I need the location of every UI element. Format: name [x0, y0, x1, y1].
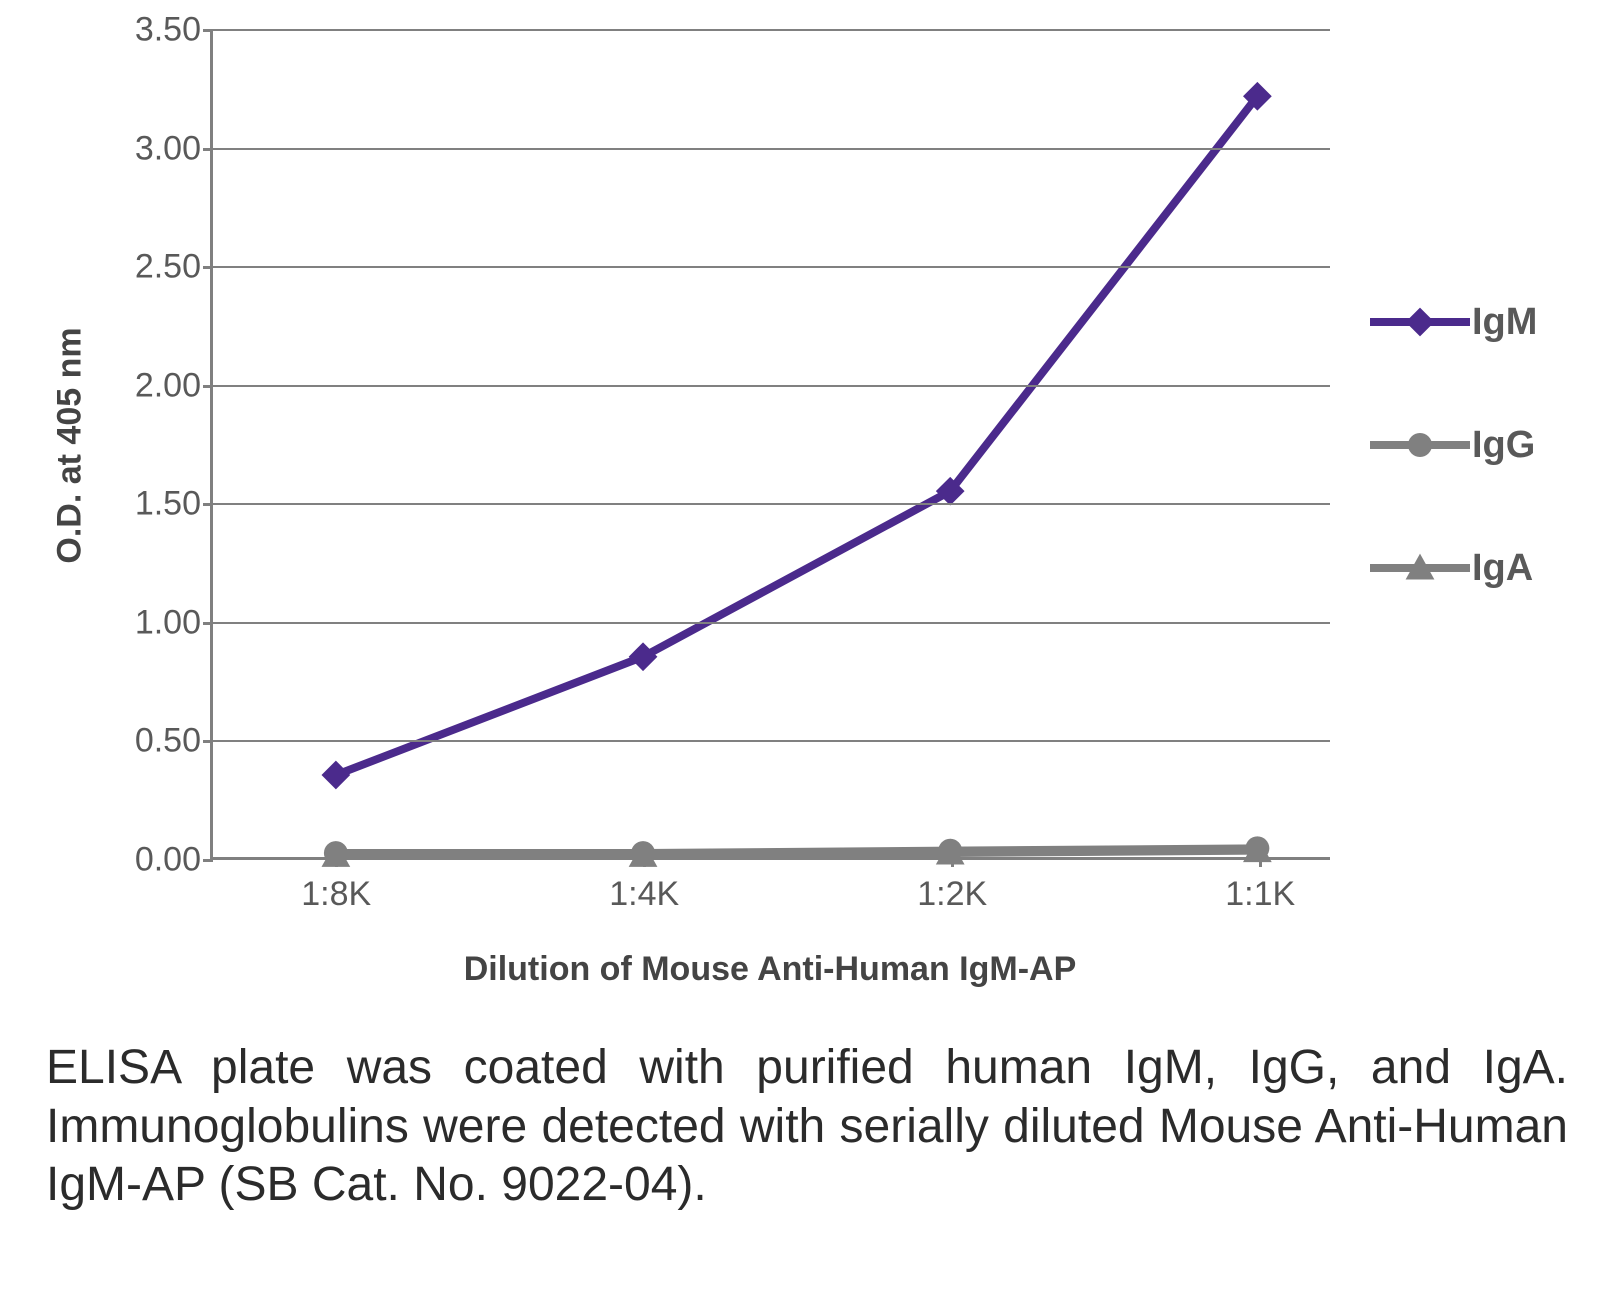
- ytick-label: 3.50: [135, 11, 201, 50]
- caption-text: ELISA plate was coated with purified hum…: [40, 1039, 1574, 1215]
- legend-label-IgM: IgM: [1472, 301, 1537, 344]
- page-root: O.D. at 405 nm 0.000.501.001.502.002.503…: [0, 0, 1614, 1306]
- plot-column: 0.000.501.001.502.002.503.003.50 1:8K1:4…: [210, 30, 1330, 989]
- marker-IgM: [322, 761, 351, 790]
- series-line-IgM: [336, 96, 1258, 775]
- xtick-labels: 1:8K 1:4K 1:2K 1:1K: [213, 857, 1330, 917]
- legend-item-IgA: IgA: [1370, 547, 1537, 590]
- legend-item-IgM: IgM: [1370, 301, 1537, 344]
- legend-label-IgG: IgG: [1472, 424, 1535, 467]
- legend-item-IgG: IgG: [1370, 424, 1537, 467]
- ytick-label: 0.50: [135, 722, 201, 761]
- gridline: [213, 740, 1330, 742]
- legend-swatch-IgG: [1370, 425, 1470, 465]
- gridline: [213, 148, 1330, 150]
- legend: IgM IgG IgA: [1370, 30, 1537, 860]
- xtick-mark: [1259, 857, 1262, 867]
- gridline: [213, 385, 1330, 387]
- ytick-mark: [203, 385, 213, 388]
- ytick-label: 3.00: [135, 129, 201, 168]
- gridline: [213, 622, 1330, 624]
- plot-area: 0.000.501.001.502.002.503.003.50 1:8K1:4…: [210, 30, 1330, 860]
- ytick-mark: [203, 859, 213, 862]
- chart-svg: [213, 30, 1330, 858]
- ytick-mark: [203, 148, 213, 151]
- ytick-mark: [203, 266, 213, 269]
- ytick-label: 2.00: [135, 366, 201, 405]
- yaxis-label-container: O.D. at 405 nm: [40, 30, 100, 860]
- chart-container: O.D. at 405 nm 0.000.501.001.502.002.503…: [40, 30, 1574, 989]
- xaxis-label: Dilution of Mouse Anti-Human IgM-AP: [210, 950, 1330, 989]
- gridline: [213, 503, 1330, 505]
- ytick-mark: [203, 622, 213, 625]
- ytick-mark: [203, 29, 213, 32]
- legend-swatch-IgA: [1370, 548, 1470, 588]
- gridline: [213, 29, 1330, 31]
- ytick-labels: 0.000.501.001.502.002.503.003.50: [103, 30, 213, 857]
- xtick-mark: [643, 857, 646, 867]
- legend-label-IgA: IgA: [1472, 547, 1533, 590]
- xtick-label: 1:8K: [301, 875, 371, 914]
- xtick-label: 1:2K: [917, 875, 987, 914]
- xtick-label: 1:4K: [609, 875, 679, 914]
- xtick-mark: [335, 857, 338, 867]
- marker-IgM: [629, 642, 658, 671]
- ytick-mark: [203, 740, 213, 743]
- yaxis-label: O.D. at 405 nm: [51, 327, 90, 563]
- xtick-mark: [951, 857, 954, 867]
- legend-swatch-IgM: [1370, 302, 1470, 342]
- ytick-label: 2.50: [135, 248, 201, 287]
- ytick-label: 0.00: [135, 841, 201, 880]
- ytick-mark: [203, 503, 213, 506]
- xtick-label: 1:1K: [1225, 875, 1295, 914]
- gridline: [213, 266, 1330, 268]
- ytick-label: 1.00: [135, 603, 201, 642]
- ytick-label: 1.50: [135, 485, 201, 524]
